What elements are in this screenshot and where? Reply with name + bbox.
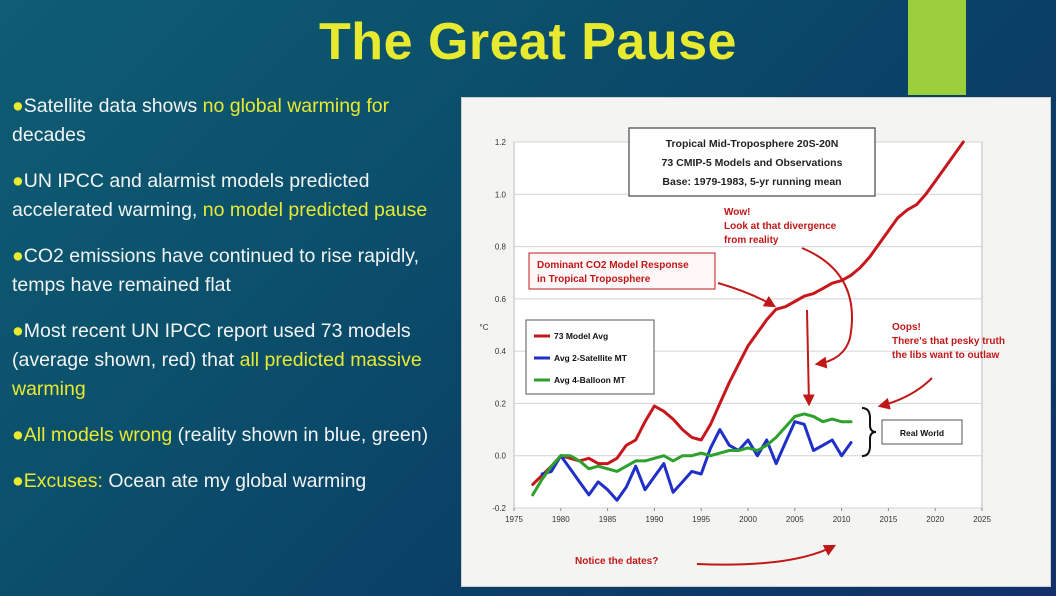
y-tick-label: 0.2 [495, 399, 507, 408]
y-tick-label: 0.8 [495, 243, 507, 252]
series-line-0 [531, 140, 965, 486]
x-tick-label: 2025 [973, 515, 991, 524]
chart-title-box [628, 127, 876, 197]
bullet-highlight-text: all predicted massive warming [12, 349, 422, 400]
x-tick-label: 2000 [739, 515, 757, 524]
wow-note-text: Wow! [724, 207, 750, 218]
x-tick-label: 1990 [646, 515, 664, 524]
legend-entry: 73 Model Avg [554, 331, 608, 341]
arrow-wow [801, 247, 853, 369]
bullet-item: ●Most recent UN IPCC report used 73 mode… [12, 317, 452, 404]
legend-entry: Avg 4-Balloon MT [554, 375, 626, 385]
arrow-oops [877, 377, 933, 410]
arrow-notice [696, 544, 837, 566]
arrow-dominant [717, 282, 777, 308]
dominant-note-text: Dominant CO2 Model Response [537, 260, 689, 271]
legend-box [525, 319, 655, 395]
y-tick-label: 1.2 [495, 138, 507, 147]
bullet-item: ●All models wrong (reality shown in blue… [12, 421, 452, 450]
x-tick-label: 1985 [599, 515, 617, 524]
x-tick-label: 2010 [833, 515, 851, 524]
bullet-item: ●CO2 emissions have continued to rise ra… [12, 242, 452, 300]
x-tick-label: 1975 [505, 515, 523, 524]
bullet-list: ●Satellite data shows no global warming … [12, 92, 452, 513]
wow-note-text: Look at that divergence [724, 221, 837, 232]
y-tick-label: 0.6 [495, 295, 507, 304]
real-world-box [881, 419, 963, 445]
wow-note-text: from reality [724, 235, 779, 246]
accent-bar [908, 0, 966, 95]
bullet-text: decades [12, 124, 86, 146]
chart-panel: -0.2 0.0 0.2 0.4 0.6 0.8 1.0 1.2 1975 1980 1985 199… [461, 97, 1051, 587]
bullet-text: UN IPCC and alarmist models predicted ac… [12, 170, 370, 221]
bullet-text: Most recent UN IPCC report used 73 model… [12, 320, 411, 371]
oops-note-text: There's that pesky truth [892, 336, 1005, 347]
dominant-note-text: in Tropical Troposphere [537, 274, 651, 285]
chart-title-line: 73 CMIP-5 Models and Observations [662, 157, 843, 169]
chart-title-line: Tropical Mid-Troposphere 20S-20N [666, 138, 839, 150]
y-axis-label: °C [480, 323, 489, 332]
bullet-text: (reality shown in blue, green) [172, 424, 429, 446]
bullet-dot-icon: ● [12, 95, 24, 117]
bullet-dot-icon: ● [12, 320, 24, 342]
y-tick-label: 0.4 [495, 347, 507, 356]
bullet-highlight-text: All models wrong [23, 424, 173, 446]
bullet-highlight-text: no global warming [202, 95, 361, 117]
series-line-1 [540, 420, 853, 502]
x-tick-label: 1980 [552, 515, 570, 524]
y-tick-label: 1.0 [495, 190, 507, 199]
real-world-label: Real World [900, 428, 944, 438]
dominant-note-box [528, 252, 716, 290]
oops-note-text: the libs want to outlaw [892, 350, 999, 361]
x-tick-label: 2015 [880, 515, 898, 524]
x-tick-label: 2005 [786, 515, 804, 524]
bullet-dot-icon: ● [12, 245, 24, 267]
bullet-item: ●UN IPCC and alarmist models predicted a… [12, 167, 452, 225]
brace [861, 407, 877, 457]
series-line-2 [531, 412, 853, 497]
bullet-dot-icon: ● [12, 470, 24, 492]
bullet-item: ●Satellite data shows no global warming … [12, 92, 452, 150]
slide-title: The Great Pause [319, 13, 737, 71]
y-tick-label: 0.0 [495, 452, 507, 461]
x-tick-label: 1995 [692, 515, 710, 524]
bullet-text: Ocean ate my global warming [102, 470, 367, 492]
bullet-highlight-text: no model predicted pause [202, 199, 428, 221]
arrow-divergence [802, 309, 815, 407]
bullet-highlight-text: for [366, 95, 390, 117]
bullet-dot-icon: ● [12, 424, 24, 446]
bullet-highlight-text: Excuses: [23, 470, 103, 492]
legend-entry: Avg 2-Satellite MT [554, 353, 628, 363]
x-tick-label: 2020 [926, 515, 944, 524]
notice-note-text: Notice the dates? [575, 556, 658, 567]
oops-note-text: Oops! [892, 322, 921, 333]
bullet-text: CO2 emissions have continued to rise rap… [12, 245, 420, 296]
bullet-text: Satellite data shows [23, 95, 203, 117]
chart-title-line: Base: 1979-1983, 5-yr running mean [662, 176, 841, 188]
bullet-item: ●Excuses: Ocean ate my global warming [12, 467, 452, 496]
bullet-dot-icon: ● [12, 170, 24, 192]
chart: -0.2 0.0 0.2 0.4 0.6 0.8 1.0 1.2 1975 1980 1985 199… [480, 127, 1005, 567]
y-tick-label: -0.2 [492, 504, 506, 513]
